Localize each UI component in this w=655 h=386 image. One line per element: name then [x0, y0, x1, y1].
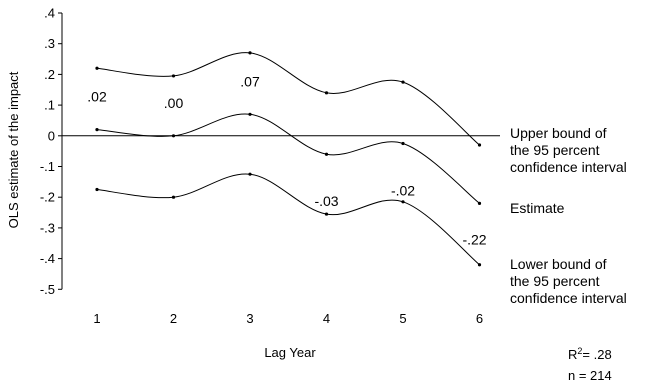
- r2-prefix: R: [568, 347, 577, 362]
- x-tick-label: 3: [246, 311, 253, 326]
- upper-series-label: the 95 percent: [510, 142, 600, 158]
- y-tick-label: .1: [44, 98, 55, 113]
- upper-series-label: Upper bound of: [510, 125, 607, 141]
- upper-data-point: [95, 66, 99, 70]
- series-group: [95, 51, 482, 267]
- upper-data-point: [401, 80, 405, 84]
- y-axis-title: OLS estimate of the impact: [6, 71, 21, 228]
- lower-data-point: [401, 200, 405, 204]
- estimate-data-label: .02: [87, 89, 107, 105]
- lower-data-point: [324, 212, 329, 216]
- y-tick-label: 0: [48, 128, 55, 143]
- lower-series-label: confidence interval: [510, 290, 627, 306]
- estimate-data-point: [171, 134, 176, 138]
- estimate-data-label: -.02: [391, 182, 415, 198]
- lower-data-point: [477, 263, 482, 267]
- upper-series-line: [96, 52, 480, 146]
- x-tick-label: 2: [170, 311, 177, 326]
- sample-size-annotation: n = 214: [568, 368, 612, 383]
- x-tick-label: 6: [476, 311, 483, 326]
- x-axis-ticks: 1 2 3 4 5 6: [93, 311, 483, 326]
- estimate-series-label: Estimate: [510, 200, 565, 216]
- estimate-data-label: .07: [240, 73, 260, 89]
- x-tick-label: 5: [399, 311, 406, 326]
- y-tick-label: -.5: [40, 282, 55, 297]
- estimate-series-line: [96, 113, 480, 204]
- estimate-data-label: -.22: [462, 231, 486, 247]
- r2-superscript: 2: [577, 346, 582, 356]
- estimate-data-point: [95, 128, 99, 132]
- y-tick-label: .4: [44, 6, 55, 21]
- upper-series-label: confidence interval: [510, 159, 627, 175]
- y-tick-label: -.1: [40, 159, 55, 174]
- lower-data-point: [95, 187, 99, 192]
- upper-data-point: [171, 74, 176, 78]
- r2-value: = .28: [582, 347, 611, 362]
- x-axis-title: Lag Year: [264, 345, 316, 360]
- data-labels: .02 .00 .07 -.03 -.02 -.22: [87, 73, 487, 247]
- estimate-data-label: .00: [164, 95, 184, 111]
- lower-series-label: the 95 percent: [510, 273, 600, 289]
- lower-data-point: [171, 195, 176, 199]
- x-tick-label: 1: [93, 311, 100, 326]
- estimate-data-point: [248, 112, 252, 116]
- upper-data-point: [477, 143, 482, 147]
- lower-series-label: Lower bound of: [510, 256, 607, 272]
- r-squared-annotation: R2= .28: [568, 346, 612, 362]
- estimate-data-point: [477, 201, 482, 205]
- lower-data-point: [248, 172, 252, 176]
- y-tick-label: -.4: [40, 251, 55, 266]
- y-tick-label: -.2: [40, 190, 55, 205]
- lower-series-line: [96, 173, 480, 266]
- upper-data-point: [324, 91, 329, 95]
- x-tick-label: 4: [323, 311, 330, 326]
- y-tick-label: .3: [44, 36, 55, 51]
- y-axis: .4 .3 .2 .1 0 -.1 -.2 -.3 -.4 -.5: [40, 6, 63, 297]
- estimate-data-label: -.03: [314, 193, 338, 209]
- estimate-data-point: [401, 141, 405, 146]
- upper-data-point: [248, 51, 252, 55]
- y-tick-label: .2: [44, 67, 55, 82]
- estimate-data-point: [324, 152, 329, 156]
- y-tick-label: -.3: [40, 220, 55, 235]
